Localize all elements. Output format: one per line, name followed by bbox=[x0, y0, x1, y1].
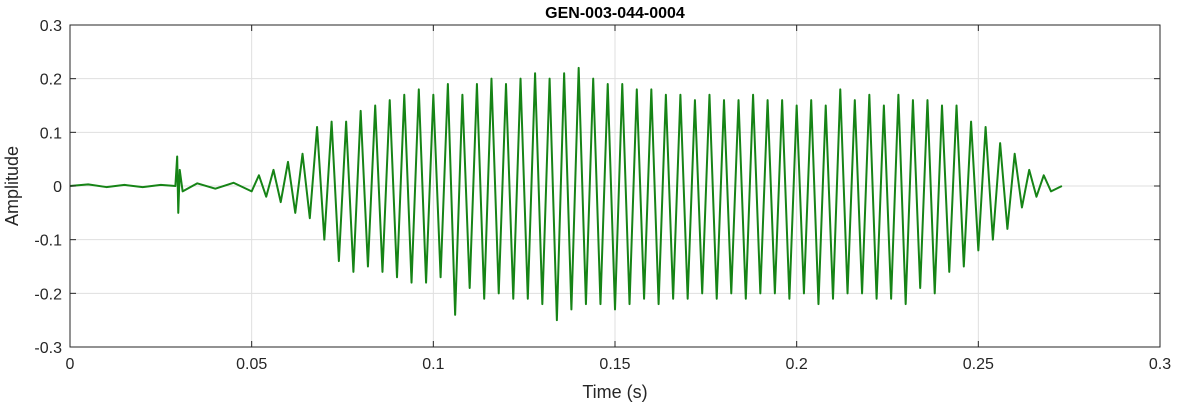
waveform-series-line bbox=[69, 66, 1063, 322]
x-tick-label: 0.05 bbox=[236, 356, 267, 373]
x-tick-label: 0.15 bbox=[599, 356, 630, 373]
x-tick-label: 0.25 bbox=[963, 356, 994, 373]
x-tick-label: 0.1 bbox=[422, 356, 444, 373]
y-tick-label: -0.3 bbox=[34, 340, 62, 357]
y-tick-label: 0.3 bbox=[40, 18, 62, 35]
x-tick-label: 0.2 bbox=[786, 356, 808, 373]
y-tick-label: -0.1 bbox=[34, 233, 62, 250]
y-axis-label: Amplitude bbox=[2, 146, 22, 226]
x-axis-label: Time (s) bbox=[582, 382, 647, 402]
x-tick-label: 0.3 bbox=[1149, 356, 1171, 373]
y-tick-label: 0 bbox=[53, 179, 62, 196]
data-layer bbox=[69, 66, 1063, 322]
x-tick-label: 0 bbox=[66, 356, 75, 373]
ticks: 0 0.05 0.1 0.15 0.2 0.25 0.3 0.3 0.2 0.1 0 -0.1 -0.2… bbox=[34, 18, 1171, 373]
y-tick-label: -0.2 bbox=[34, 286, 62, 303]
y-tick-label: 0.2 bbox=[40, 72, 62, 89]
chart-title: GEN-003-044-0004 bbox=[545, 5, 685, 22]
y-tick-label: 0.1 bbox=[40, 125, 62, 142]
